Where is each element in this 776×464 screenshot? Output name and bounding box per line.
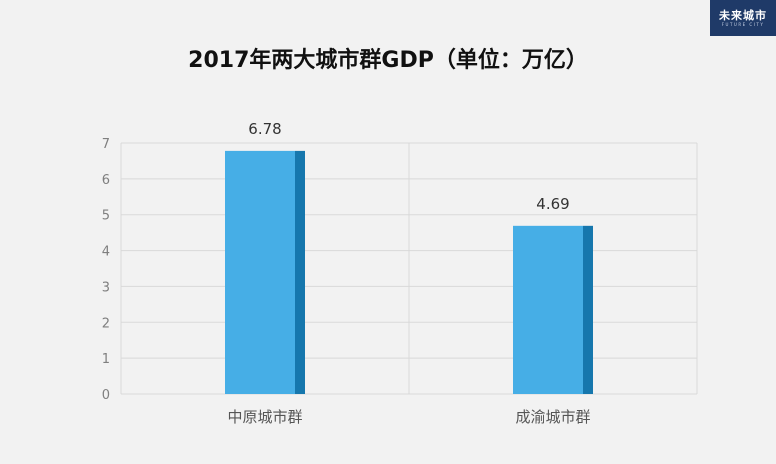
brand-logo: 未来城市 FUTURE CITY (710, 0, 776, 36)
bar (225, 150, 295, 394)
y-tick-label: 6 (102, 173, 110, 188)
brand-logo-subtext: FUTURE CITY (721, 21, 765, 27)
y-tick-label: 0 (102, 388, 110, 403)
x-category-label: 成渝城市群 (515, 408, 590, 426)
data-label: 6.78 (248, 120, 281, 138)
x-category-label: 中原城市群 (227, 408, 302, 426)
bar-side (295, 150, 305, 394)
bar-side (583, 225, 593, 394)
y-tick-label: 4 (102, 245, 110, 260)
y-tick-label: 2 (102, 316, 110, 331)
brand-logo-text: 未来城市 (719, 8, 767, 22)
y-tick-label: 1 (102, 352, 110, 367)
y-tick-label: 5 (102, 209, 110, 224)
chart-title: 2017年两大城市群GDP（单位：万亿） (188, 48, 588, 73)
data-label: 4.69 (536, 195, 569, 213)
y-tick-label: 7 (102, 137, 110, 152)
bar (513, 225, 583, 394)
y-tick-label: 3 (102, 280, 110, 295)
